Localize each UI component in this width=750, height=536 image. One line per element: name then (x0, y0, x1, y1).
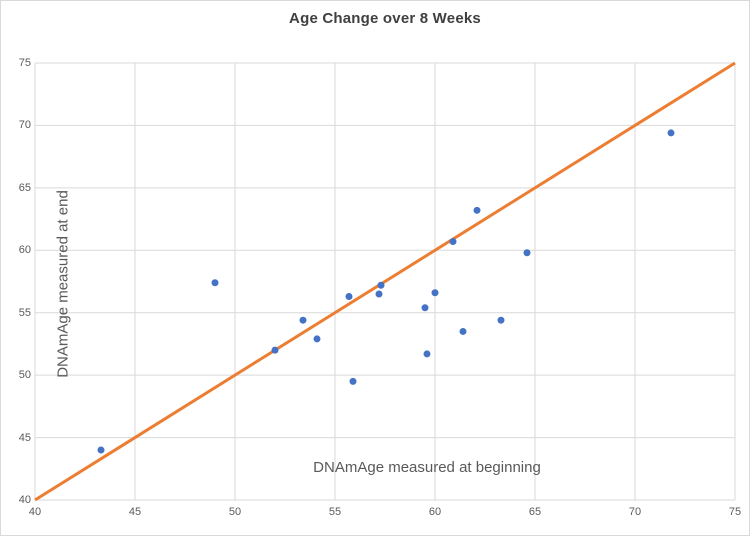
identity-line (34, 61, 736, 502)
y-tick-label: 40 (18, 494, 31, 506)
data-point (523, 249, 531, 257)
y-tick-label: 50 (18, 369, 31, 382)
y-tick-label: 55 (18, 306, 31, 319)
y-tick-label: 65 (18, 181, 31, 194)
x-tick-label: 65 (528, 506, 542, 518)
data-point (313, 335, 321, 343)
data-point (349, 377, 357, 385)
chart-title: Age Change over 8 Weeks (289, 10, 481, 27)
y-tick-label: 60 (18, 244, 31, 257)
x-tick-label: 45 (128, 506, 142, 518)
x-tick-label: 55 (328, 506, 342, 518)
y-tick-label: 75 (18, 57, 31, 69)
x-tick-label: 60 (428, 506, 442, 518)
data-point (345, 292, 353, 300)
x-tick-label: 50 (228, 506, 242, 518)
x-axis-title: DNAmAge measured at beginning (313, 459, 541, 476)
y-axis-title: DNAmAge measured at end (54, 190, 72, 378)
data-point (459, 327, 467, 335)
data-point (449, 238, 457, 246)
data-point (211, 279, 219, 287)
data-point (421, 304, 429, 312)
data-point (299, 316, 307, 324)
data-point (377, 281, 385, 289)
x-tick-label: 40 (28, 506, 42, 518)
data-point (473, 206, 481, 214)
y-tick-label: 70 (18, 119, 31, 132)
data-point (375, 290, 383, 298)
data-point (97, 446, 105, 454)
data-point (497, 316, 505, 324)
data-point (667, 129, 675, 137)
y-tick-label: 45 (18, 431, 31, 444)
x-tick-label: 75 (728, 506, 742, 518)
data-point (423, 350, 431, 358)
data-point (271, 346, 279, 354)
data-point (431, 289, 439, 297)
x-tick-label: 70 (628, 506, 642, 518)
